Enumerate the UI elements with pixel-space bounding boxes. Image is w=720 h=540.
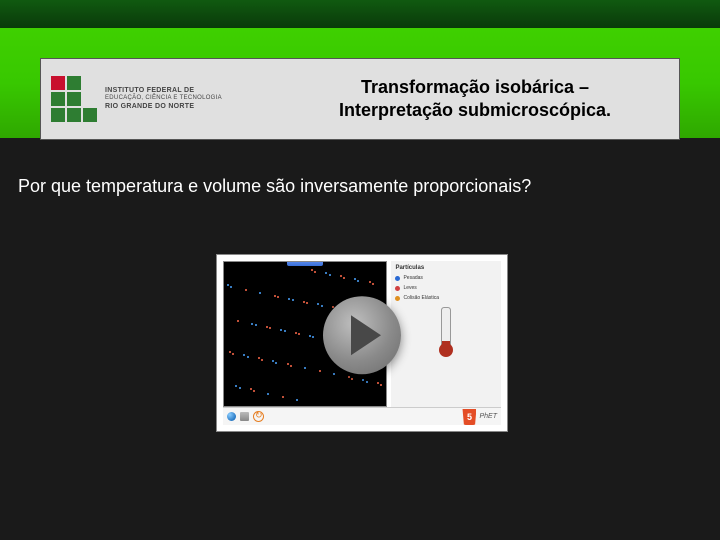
- control-option-light: Leves: [395, 285, 497, 291]
- logo-line3: RIO GRANDE DO NORTE: [105, 103, 222, 111]
- option-label: Leves: [403, 285, 416, 291]
- title-line1: Transformação isobárica –: [291, 76, 659, 99]
- option-label: Pesadas: [403, 275, 422, 281]
- controls-title: Partículas: [395, 265, 497, 271]
- thermometer-icon: [441, 307, 451, 353]
- simulation-controls-panel: Partículas Pesadas Leves Colisão Elástic…: [391, 261, 501, 407]
- video-thumbnail[interactable]: Partículas Pesadas Leves Colisão Elástic…: [216, 254, 508, 432]
- play-button-icon[interactable]: [323, 296, 401, 374]
- dot-icon: [395, 276, 400, 281]
- title-line2: Interpretação submicroscópica.: [291, 99, 659, 122]
- logo-line2: EDUCAÇÃO, CIÊNCIA E TECNOLOGIA: [105, 95, 222, 102]
- phet-label: PhET: [479, 413, 497, 420]
- simulation-bottom-bar: PhET: [223, 407, 501, 425]
- slide-title: Transformação isobárica – Interpretação …: [291, 76, 679, 123]
- globe-icon: [227, 412, 236, 421]
- box-icon: [240, 412, 249, 421]
- reset-icon: [253, 411, 264, 422]
- control-option-collision: Colisão Elástica: [395, 295, 497, 301]
- title-card: INSTITUTO FEDERAL DE EDUCAÇÃO, CIÊNCIA E…: [40, 58, 680, 140]
- question-text: Por que temperatura e volume são inversa…: [18, 176, 531, 197]
- dot-icon: [395, 296, 400, 301]
- top-dark-bar: [0, 0, 720, 28]
- html5-badge-icon: [462, 409, 476, 425]
- logo-squares-icon: [51, 76, 97, 122]
- dot-icon: [395, 286, 400, 291]
- option-label: Colisão Elástica: [403, 295, 439, 301]
- institution-logo: INSTITUTO FEDERAL DE EDUCAÇÃO, CIÊNCIA E…: [41, 59, 291, 139]
- logo-text: INSTITUTO FEDERAL DE EDUCAÇÃO, CIÊNCIA E…: [105, 87, 222, 111]
- control-option-heavy: Pesadas: [395, 275, 497, 281]
